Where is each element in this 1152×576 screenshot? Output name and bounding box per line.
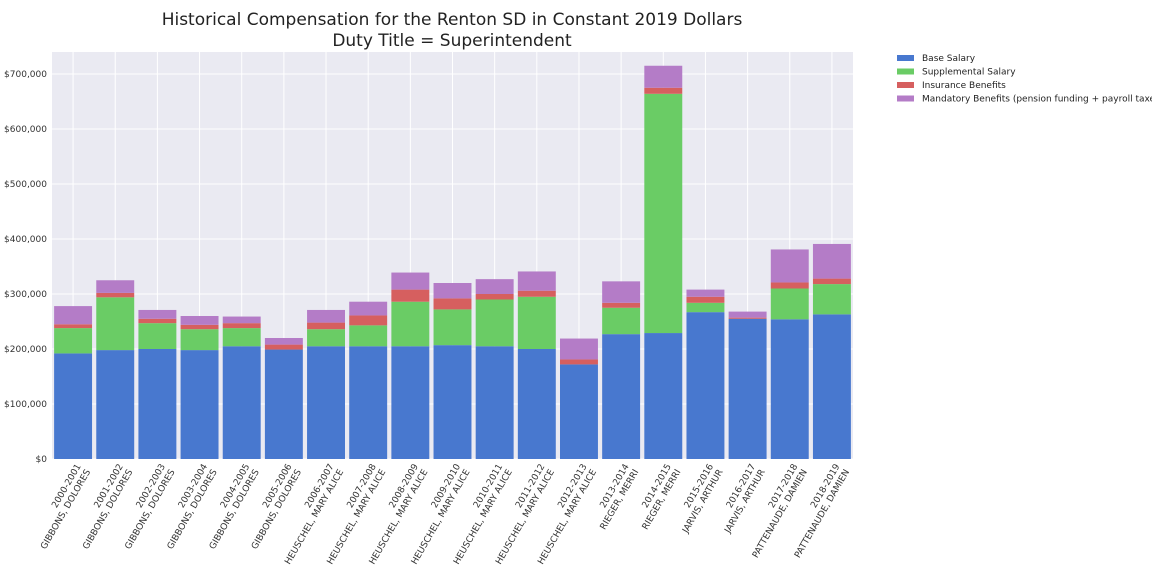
y-tick-label: $100,000: [4, 400, 47, 410]
y-tick-label: $500,000: [4, 180, 47, 190]
bar-segment: [770, 319, 809, 459]
bars-group: [54, 65, 851, 459]
y-tick-label: $700,000: [4, 70, 47, 80]
legend-swatch: [897, 82, 914, 88]
bar-segment: [644, 87, 683, 94]
bar-segment: [138, 323, 177, 349]
bar-segment: [180, 324, 219, 330]
bar-segment: [180, 329, 219, 351]
bar-segment: [560, 359, 598, 365]
bar-segment: [686, 289, 725, 297]
bar-segment: [644, 65, 683, 88]
bar-segment: [728, 311, 767, 318]
bar-segment: [686, 312, 725, 459]
bar-segment: [222, 328, 261, 347]
bar-segment: [433, 283, 472, 299]
bar-segment: [770, 249, 809, 283]
bar-segment: [686, 296, 725, 303]
bar-segment: [728, 318, 767, 459]
bar-segment: [475, 279, 514, 294]
bar-segment: [433, 298, 472, 310]
bar-segment: [517, 271, 556, 291]
bar-segment: [96, 297, 135, 351]
x-axis: 2000-2001GIBBONS, DOLORES 2001-2002GIBBON…: [30, 462, 852, 566]
bar-segment: [686, 302, 725, 313]
bar-segment: [222, 323, 261, 329]
y-tick-label: $0: [36, 455, 48, 465]
bar-segment: [433, 345, 472, 459]
y-tick-label: $600,000: [4, 125, 47, 135]
bar-segment: [349, 346, 388, 459]
bar-segment: [391, 346, 430, 459]
bar-segment: [812, 243, 851, 279]
legend: Base Salary Supplemental Salary Insurance …: [897, 54, 1152, 105]
bar-segment: [307, 309, 345, 323]
y-tick-label: $400,000: [4, 235, 47, 245]
bar-segment: [138, 349, 177, 459]
bar-segment: [54, 324, 93, 329]
bar-segment: [54, 328, 93, 354]
chart-subtitle: Duty Title = Superintendent: [332, 31, 572, 51]
bar-segment: [560, 338, 598, 360]
legend-label: Mandatory Benefits (pension funding + pa…: [922, 95, 1152, 105]
bar-segment: [391, 272, 430, 290]
y-tick-label: $300,000: [4, 290, 47, 300]
bar-segment: [54, 353, 93, 459]
legend-swatch: [897, 68, 914, 75]
bar-segment: [264, 349, 303, 459]
legend-label: Base Salary: [922, 54, 976, 64]
y-tick-label: $200,000: [4, 345, 47, 355]
bar-segment: [307, 346, 345, 459]
bar-segment: [54, 306, 93, 325]
bar-segment: [264, 338, 303, 345]
bar-segment: [96, 280, 135, 293]
y-axis: $0 $100,000 $200,000 $300,000 $400,000 $500,0…: [4, 70, 47, 465]
bar-segment: [560, 364, 598, 459]
bar-segment: [349, 301, 388, 316]
bar-segment: [475, 346, 514, 459]
bar-segment: [307, 329, 345, 347]
bar-segment: [602, 302, 641, 308]
bar-segment: [728, 317, 767, 319]
bar-segment: [644, 93, 683, 334]
bar-segment: [96, 350, 135, 459]
legend-swatch: [897, 95, 914, 102]
legend-swatch: [897, 55, 914, 61]
bar-segment: [391, 289, 430, 302]
chart-title: Historical Compensation for the Renton S…: [162, 10, 743, 30]
bar-segment: [349, 315, 388, 326]
bar-segment: [770, 282, 809, 289]
bar-segment: [812, 284, 851, 315]
bar-segment: [138, 309, 177, 319]
bar-segment: [517, 290, 556, 297]
bar-segment: [180, 316, 219, 325]
bar-segment: [770, 288, 809, 320]
bar-segment: [349, 325, 388, 347]
bar-segment: [222, 316, 261, 324]
bar-segment: [517, 349, 556, 459]
legend-label: Supplemental Salary: [922, 68, 1016, 78]
x-tick-label: 2000-2001GIBBONS, DOLORES: [30, 462, 94, 551]
bar-segment: [517, 296, 556, 349]
bar-segment: [812, 314, 851, 459]
bar-segment: [222, 346, 261, 459]
bar-segment: [475, 299, 514, 347]
bar-segment: [644, 333, 683, 459]
bar-segment: [138, 318, 177, 324]
bar-segment: [475, 294, 514, 300]
bar-segment: [602, 307, 641, 335]
bar-segment: [433, 309, 472, 346]
legend-label: Insurance Benefits: [922, 81, 1006, 91]
bar-segment: [96, 292, 135, 298]
bar-segment: [180, 350, 219, 459]
bar-segment: [307, 322, 345, 330]
bar-segment: [391, 301, 430, 347]
bar-segment: [602, 334, 641, 459]
bar-segment: [812, 278, 851, 285]
bar-segment: [264, 344, 303, 350]
bar-segment: [602, 281, 641, 303]
